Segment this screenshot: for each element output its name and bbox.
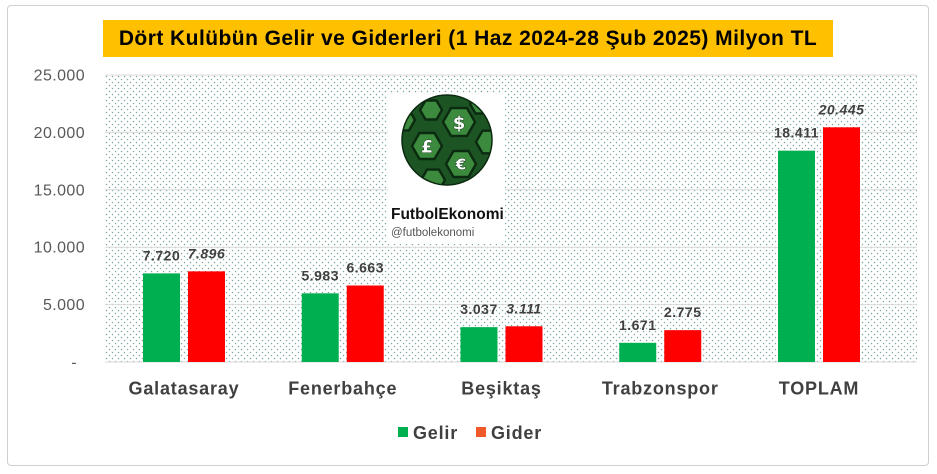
gider-bar [823,127,860,362]
legend-label-gider: Gider [491,423,542,443]
ball-patch [441,106,477,138]
legend: Gelir Gider [398,423,542,443]
ball-outline [401,94,493,186]
gider-data-label: 7.896 [188,245,226,261]
gelir-data-label: 7.720 [143,247,181,263]
gider-bar [188,271,225,362]
bars [143,127,860,362]
x-tick-label: Fenerbahçe [288,379,397,399]
y-tick-label: 5.000 [43,297,85,314]
chart-frame [7,5,929,466]
ball-patch [418,99,444,121]
ball-patch [444,149,478,179]
gelir-data-label: 3.037 [460,301,498,317]
legend-swatch-gider [476,427,486,437]
x-tick-label: Beşiktaş [461,379,541,399]
y-tick-label: 25.000 [34,68,85,85]
gelir-bar [301,293,339,362]
logo-name: FutbolEkonomi [391,206,504,223]
gelir-bar [778,150,815,362]
gider-data-label: 20.445 [818,101,865,117]
dollar-icon: $ [453,113,466,134]
gelir-bar [460,327,498,362]
legend-label-gelir: Gelir [413,423,458,443]
x-tick-label: Trabzonspor [602,379,719,399]
legend-swatch-gelir [398,427,408,437]
pound-icon: £ [421,138,433,158]
x-tick-label: Galatasaray [129,379,240,399]
gider-bar [664,330,702,362]
y-axis-labels: - 5.000 10.000 15.000 20.000 25.000 [34,68,85,372]
y-tick-label: 10.000 [34,240,85,257]
ball-patch [474,129,492,155]
y-tick-label: 20.000 [34,125,85,142]
euro-icon: € [455,156,466,174]
gelir-data-label: 18.411 [774,125,819,141]
gider-data-label: 2.775 [664,304,702,320]
gelir-data-label: 5.983 [301,267,339,283]
gider-data-label: 6.663 [346,260,384,276]
futbolekonomi-logo: $ £ € FutbolEkonomi @futbolekonomi [388,94,505,244]
data-labels: 7.720 7.896 5.983 6.663 3.037 3.111 1.671 2.775… [143,101,865,333]
gelir-data-label: 1.671 [619,317,657,333]
gider-bar [505,326,543,362]
legend-item-gider: Gider [476,423,542,443]
gider-data-label: 3.111 [506,300,541,316]
y-tick-label: 15.000 [34,182,85,199]
chart-title: Dört Kulübün Gelir ve Giderleri (1 Haz 2… [103,20,833,57]
gelir-bar [143,273,180,362]
x-tick-label: TOPLAM [779,379,859,399]
ball-patch [410,131,444,161]
y-tick-label: - [71,355,77,372]
gider-bar [346,285,384,362]
gelir-bar [619,342,657,362]
legend-item-gelir: Gelir [398,423,458,443]
logo-handle: @futbolekonomi [391,227,474,239]
x-axis-labels: Galatasaray Fenerbahçe Beşiktaş Trabzonspor… [129,379,859,399]
